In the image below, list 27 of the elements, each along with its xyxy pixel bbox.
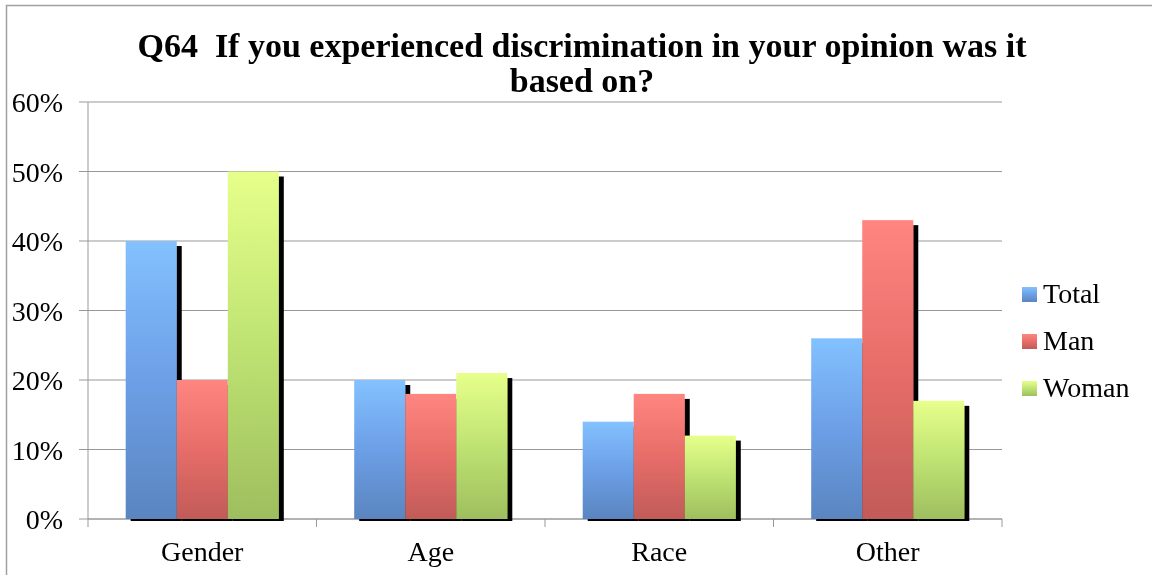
bar xyxy=(125,241,177,519)
y-tick-label: 40% xyxy=(11,226,63,257)
x-tick-label: Other xyxy=(855,536,921,567)
legend-label: Man xyxy=(1043,325,1095,356)
y-tick-label: 50% xyxy=(11,156,63,188)
bar xyxy=(176,380,228,519)
x-tick-label: Gender xyxy=(161,536,245,567)
y-tick-label: 10% xyxy=(11,434,63,466)
x-tick-label: Race xyxy=(631,536,688,567)
bar xyxy=(405,393,457,519)
bar xyxy=(456,373,508,519)
bar xyxy=(913,400,965,519)
x-tick-label: Age xyxy=(407,536,455,567)
bar xyxy=(684,435,736,519)
bar xyxy=(582,421,634,519)
legend-label: Total xyxy=(1043,278,1101,309)
chart-title: Q64 If you experienced discrimination in your opinion was it based on? xyxy=(137,27,1028,99)
y-tick-label: 30% xyxy=(11,295,63,327)
y-tick-label: 0% xyxy=(25,504,63,535)
legend-label: Woman xyxy=(1043,372,1130,403)
y-tick-label: 60% xyxy=(11,87,63,118)
bar xyxy=(227,171,279,519)
bar xyxy=(633,393,685,519)
bar xyxy=(862,220,914,519)
y-tick-label: 20% xyxy=(11,365,63,396)
bar xyxy=(811,338,863,519)
bar xyxy=(354,380,406,519)
